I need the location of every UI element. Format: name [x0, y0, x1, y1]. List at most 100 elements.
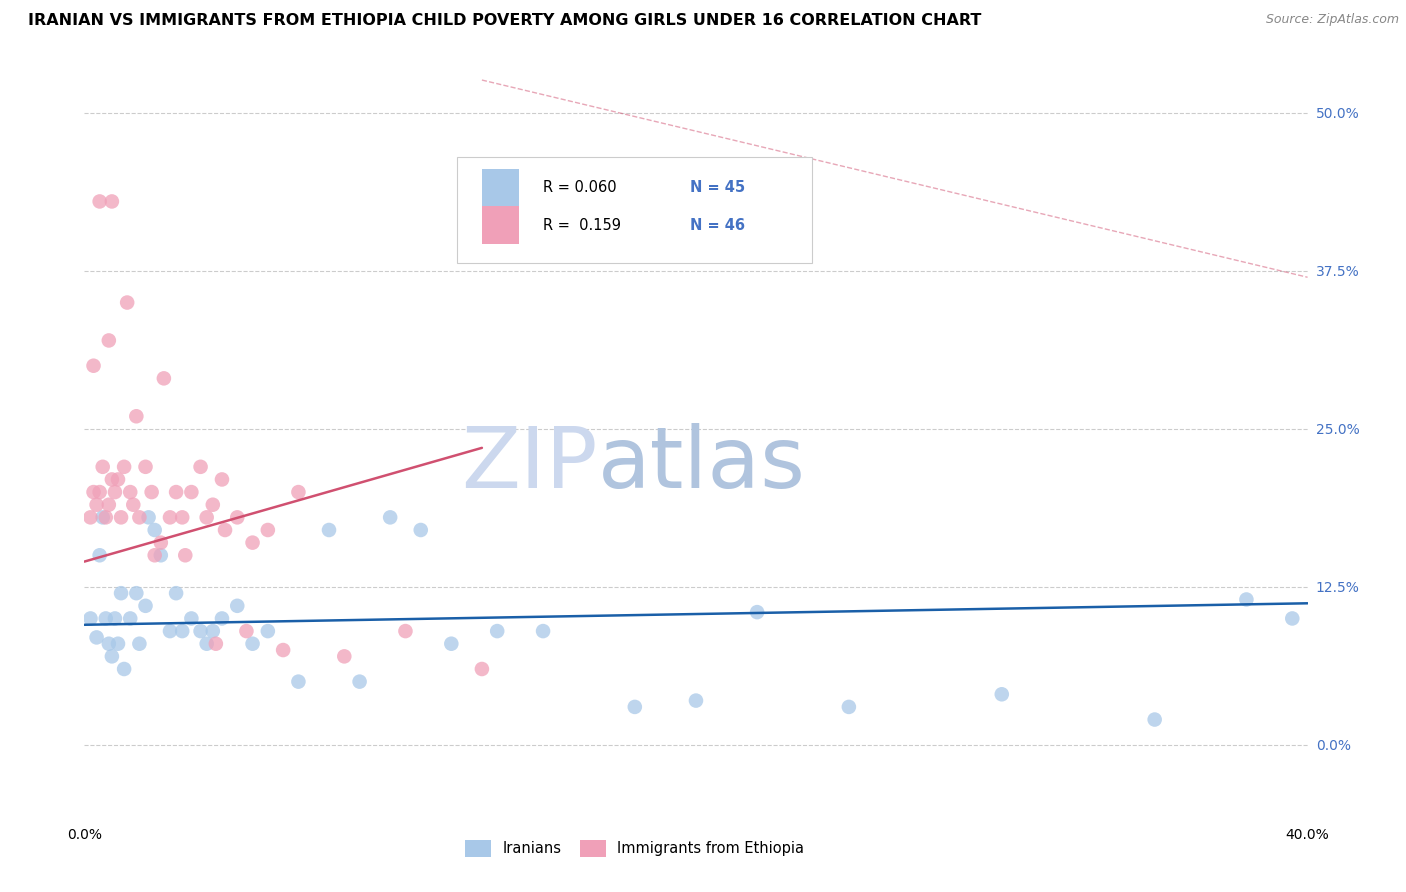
Point: [86, 498, 108, 512]
Point: [94, 611, 117, 625]
Point: [440, 637, 463, 651]
FancyBboxPatch shape: [457, 157, 813, 263]
Point: [94, 510, 117, 524]
Point: [122, 498, 145, 512]
Point: [112, 459, 135, 474]
Point: [257, 624, 280, 639]
Point: [201, 624, 224, 639]
Point: [112, 662, 135, 676]
Point: [138, 510, 160, 524]
Point: [153, 371, 176, 385]
Point: [101, 194, 124, 209]
Point: [685, 693, 707, 707]
Point: [226, 510, 249, 524]
Point: [159, 510, 181, 524]
Point: [149, 535, 172, 549]
Point: [149, 548, 172, 563]
Point: [172, 624, 194, 639]
Point: [190, 624, 212, 639]
Point: [107, 637, 129, 651]
Point: [1143, 713, 1166, 727]
Text: atlas: atlas: [598, 423, 806, 506]
Point: [101, 649, 124, 664]
Point: [89, 485, 111, 500]
Point: [211, 473, 233, 487]
Point: [97, 637, 120, 651]
Point: [107, 473, 129, 487]
Point: [115, 295, 138, 310]
Point: [97, 498, 120, 512]
Point: [89, 194, 111, 209]
Point: [195, 510, 218, 524]
Point: [235, 624, 257, 639]
Point: [201, 498, 224, 512]
Legend: Iranians, Immigrants from Ethiopia: Iranians, Immigrants from Ethiopia: [460, 834, 810, 863]
Point: [141, 485, 163, 500]
Text: R =  0.159: R = 0.159: [543, 218, 621, 233]
Point: [195, 637, 218, 651]
Point: [104, 485, 127, 500]
Point: [172, 510, 194, 524]
Point: [257, 523, 280, 537]
Point: [394, 624, 416, 639]
Point: [165, 586, 187, 600]
Point: [159, 624, 181, 639]
Point: [180, 611, 202, 625]
Point: [128, 637, 150, 651]
Point: [97, 334, 120, 348]
Point: [110, 586, 132, 600]
Point: [120, 485, 142, 500]
Point: [624, 699, 647, 714]
Point: [409, 523, 432, 537]
Point: [531, 624, 554, 639]
Point: [991, 687, 1014, 701]
Point: [165, 485, 187, 500]
Point: [180, 485, 202, 500]
Point: [104, 611, 127, 625]
Point: [143, 548, 166, 563]
Point: [125, 586, 148, 600]
Point: [79, 611, 101, 625]
FancyBboxPatch shape: [482, 169, 519, 207]
Point: [205, 637, 228, 651]
Text: N = 46: N = 46: [690, 218, 745, 233]
Point: [143, 523, 166, 537]
Point: [287, 485, 309, 500]
Point: [242, 637, 264, 651]
Point: [271, 643, 294, 657]
Point: [135, 599, 157, 613]
Point: [214, 523, 236, 537]
Point: [333, 649, 356, 664]
Point: [79, 510, 101, 524]
Point: [226, 599, 249, 613]
Point: [211, 611, 233, 625]
Point: [110, 510, 132, 524]
Point: [1236, 592, 1258, 607]
Text: N = 45: N = 45: [690, 180, 745, 195]
Point: [120, 611, 142, 625]
Point: [174, 548, 197, 563]
Point: [349, 674, 371, 689]
Point: [86, 631, 108, 645]
Point: [318, 523, 340, 537]
FancyBboxPatch shape: [482, 206, 519, 244]
Point: [486, 624, 509, 639]
Point: [135, 459, 157, 474]
Point: [83, 485, 105, 500]
Point: [128, 510, 150, 524]
Text: ZIP: ZIP: [461, 423, 598, 506]
Point: [91, 459, 114, 474]
Point: [287, 674, 309, 689]
Text: IRANIAN VS IMMIGRANTS FROM ETHIOPIA CHILD POVERTY AMONG GIRLS UNDER 16 CORRELATI: IRANIAN VS IMMIGRANTS FROM ETHIOPIA CHIL…: [28, 13, 981, 29]
Point: [380, 510, 402, 524]
Point: [91, 510, 114, 524]
Point: [242, 535, 264, 549]
Text: R = 0.060: R = 0.060: [543, 180, 617, 195]
Point: [1281, 611, 1303, 625]
Point: [838, 699, 860, 714]
Point: [747, 605, 769, 619]
Point: [101, 473, 124, 487]
Point: [125, 409, 148, 424]
Point: [83, 359, 105, 373]
Point: [89, 548, 111, 563]
